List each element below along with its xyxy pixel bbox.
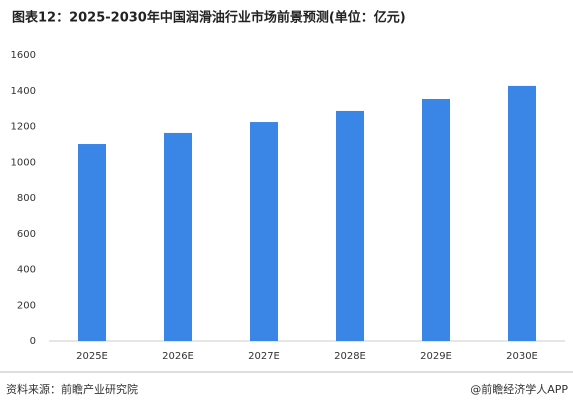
y-tick-label: 200	[17, 300, 36, 311]
x-tick-label: 2027E	[248, 351, 280, 362]
bar	[164, 132, 192, 341]
x-tick-label: 2026E	[162, 351, 194, 362]
bar	[422, 98, 450, 341]
bar	[336, 110, 364, 341]
y-tick-label: 1600	[11, 50, 36, 61]
y-tick-label: 800	[17, 193, 36, 204]
x-tick-label: 2028E	[334, 351, 366, 362]
bar	[508, 85, 536, 341]
y-tick-label: 600	[17, 229, 36, 240]
x-tick-label: 2025E	[76, 351, 108, 362]
source: 资料来源：前瞻产业研究院	[6, 382, 138, 396]
credit: @前瞻经济学人APP	[470, 382, 568, 396]
y-tick-label: 1400	[11, 86, 36, 97]
x-tick-label: 2030E	[506, 351, 538, 362]
y-tick-label: 0	[30, 336, 36, 347]
y-tick-label: 1200	[11, 122, 36, 133]
bar	[250, 122, 278, 341]
chart-title: 图表12：2025-2030年中国润滑油行业市场前景预测(单位：亿元)	[12, 10, 406, 26]
x-tick-label: 2029E	[420, 351, 452, 362]
y-tick-label: 400	[17, 265, 36, 276]
y-tick-label: 1000	[11, 157, 36, 168]
bar	[78, 144, 106, 341]
